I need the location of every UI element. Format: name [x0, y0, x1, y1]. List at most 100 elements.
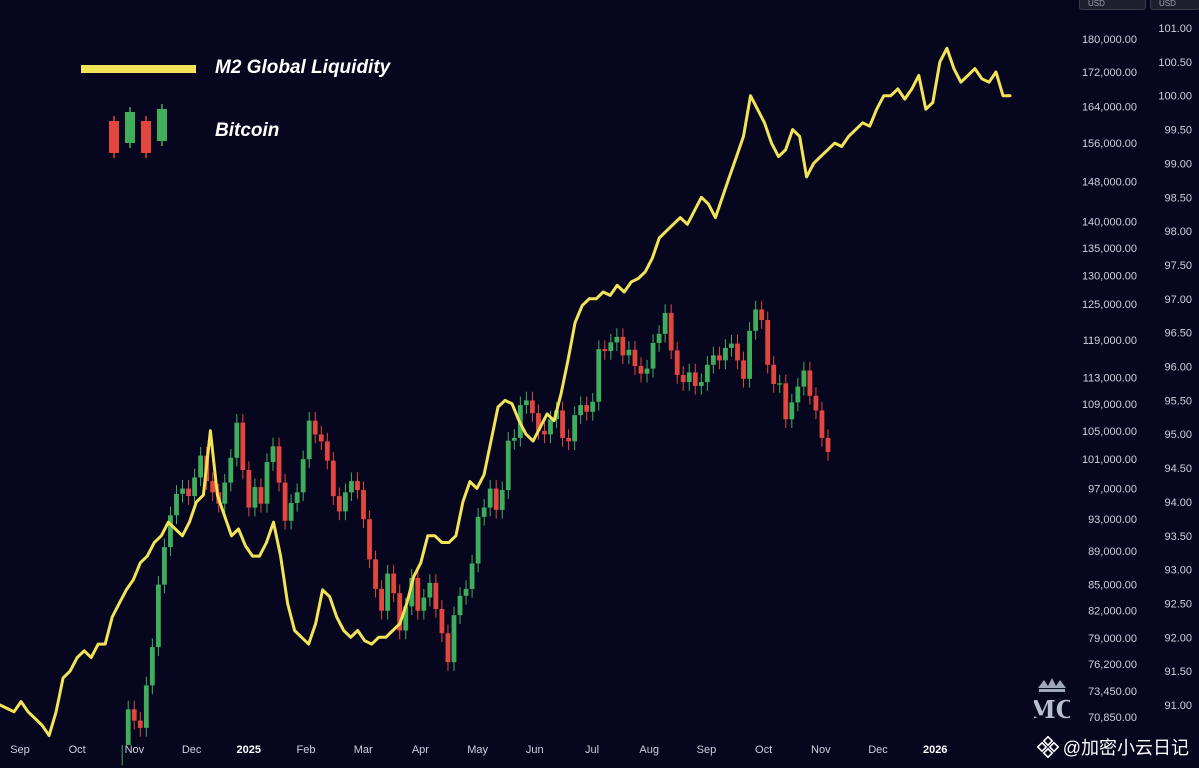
bitcoin-candle	[162, 538, 167, 594]
time-axis-tick-label: Feb	[297, 744, 316, 756]
bitcoin-candle	[186, 479, 191, 505]
watermark: @加密小云日记	[1036, 734, 1189, 760]
bitcoin-candle	[252, 478, 258, 517]
btc-axis-tick-label: 79,000.00	[1088, 633, 1137, 645]
bitcoin-candle	[451, 606, 457, 671]
m2-axis-tick-label: 101.00	[1158, 23, 1192, 35]
btc-axis-tick-label: 97,000.00	[1088, 484, 1137, 496]
bitcoin-candle	[590, 393, 596, 421]
bitcoin-candle	[288, 494, 294, 530]
m2-axis-tick-label: 97.00	[1164, 294, 1192, 306]
bitcoin-candle	[300, 450, 306, 502]
bitcoin-candle	[735, 334, 740, 370]
bitcoin-candle	[789, 393, 795, 429]
bitcoin-candle	[674, 341, 680, 384]
bitcoin-candle	[336, 487, 342, 521]
m2-legend-swatch	[81, 65, 196, 73]
bitcoin-candle	[198, 446, 204, 487]
btc-axis-tick-label: 148,000.00	[1082, 176, 1137, 188]
bitcoin-candle	[276, 437, 282, 492]
time-axis-tick-label: Nov	[125, 744, 145, 756]
bitcoin-candle	[572, 406, 578, 451]
bitcoin-candle	[282, 473, 288, 530]
bitcoin-candle	[379, 580, 384, 620]
bitcoin-candle	[795, 377, 801, 412]
bitcoin-candle	[626, 341, 632, 365]
m2-axis-tick-label: 98.50	[1164, 192, 1192, 204]
time-axis-tick-label: Mar	[354, 744, 373, 756]
time-axis-tick-label: Apr	[412, 744, 429, 756]
bitcoin-candle	[324, 432, 330, 470]
bitcoin-candle	[747, 322, 752, 388]
bitcoin-candle	[409, 569, 415, 616]
bitcoin-candle	[125, 700, 131, 745]
btc-axis-tick-label: 125,000.00	[1082, 299, 1137, 311]
bitcoin-candle	[385, 564, 391, 620]
btc-axis-tick-label: 164,000.00	[1082, 102, 1137, 114]
m2-axis-tick-label: 95.00	[1164, 429, 1192, 441]
m2-axis-tick-label: 91.50	[1164, 666, 1192, 678]
btc-axis-tick-label: 85,000.00	[1088, 580, 1137, 592]
m2-liquidity-line	[0, 46, 1012, 737]
bitcoin-candle	[686, 363, 692, 391]
bitcoin-candle	[433, 574, 439, 618]
bitcoin-candle	[373, 550, 378, 598]
bitcoin-candle	[530, 391, 535, 422]
bitcoin-candle	[692, 363, 698, 395]
bitcoin-candle	[312, 411, 318, 444]
bitcoin-candle	[771, 356, 777, 393]
bitcoin-candle	[614, 328, 620, 352]
bitcoin-candle	[397, 584, 403, 640]
btc-axis-tick-label: 156,000.00	[1082, 138, 1137, 150]
bitcoin-candle	[121, 745, 123, 766]
bitcoin-candle	[759, 300, 765, 329]
btc-axis-tick-label: 135,000.00	[1082, 243, 1137, 255]
bitcoin-candle	[668, 304, 674, 360]
m2-index-axis: 101.00 100.50 100.00 99.50 99.00 98.50 98.00 97…	[1158, 23, 1192, 712]
bitcoin-candle	[566, 429, 572, 451]
bitcoin-candle	[578, 396, 584, 424]
logo-text: MC	[1034, 695, 1070, 724]
time-axis-tick-label: Dec	[182, 744, 202, 756]
btc-axis-tick-label: 76,200.00	[1088, 659, 1137, 671]
bitcoin-candle	[813, 387, 819, 420]
bitcoin-candle	[246, 461, 252, 517]
bitcoin-candle	[222, 473, 228, 513]
bitcoin-legend-label: Bitcoin	[215, 120, 280, 141]
time-axis-tick-label: May	[467, 744, 488, 756]
btc-axis-tick-label: 105,000.00	[1082, 426, 1137, 438]
bitcoin-candle	[650, 334, 656, 378]
currency-selector-right[interactable]: USD	[1150, 0, 1199, 10]
bitcoin-candle	[493, 479, 499, 519]
binance-diamond-icon	[1036, 736, 1059, 758]
bitcoin-candle	[264, 453, 270, 513]
bitcoin-candle	[294, 483, 300, 512]
bitcoin-price-axis: 180,000.00 172,000.00 164,000.00 156,000.00…	[1082, 34, 1137, 724]
btc-axis-tick-label: 101,000.00	[1082, 454, 1137, 466]
bitcoin-candlestick-series	[121, 300, 831, 766]
btc-axis-tick-label: 172,000.00	[1082, 67, 1137, 79]
bitcoin-candle	[355, 472, 360, 499]
btc-axis-tick-label: 140,000.00	[1082, 217, 1137, 229]
bitcoin-candle	[367, 510, 372, 569]
btc-axis-tick-label: 119,000.00	[1083, 335, 1137, 347]
m2-axis-tick-label: 91.00	[1164, 700, 1192, 712]
bitcoin-candle	[801, 361, 807, 396]
bitcoin-candle	[741, 351, 746, 388]
currency-selector-left[interactable]: USD	[1079, 0, 1146, 10]
bitcoin-candle	[149, 638, 155, 695]
m2-axis-tick-label: 97.50	[1164, 260, 1192, 272]
bitcoin-candle	[704, 356, 710, 391]
m2-axis-tick-label: 96.00	[1164, 362, 1192, 374]
bitcoin-candle	[505, 432, 511, 499]
bitcoin-candle	[777, 374, 783, 393]
bitcoin-candle	[439, 600, 445, 643]
bitcoin-candle	[445, 624, 451, 671]
time-axis-tick-label: Oct	[69, 744, 86, 756]
bitcoin-candle	[343, 483, 348, 521]
bitcoin-candle	[584, 396, 590, 421]
m2-axis-tick-label: 96.50	[1164, 328, 1192, 340]
btc-axis-tick-label: 89,000.00	[1088, 546, 1137, 558]
bitcoin-candle	[318, 425, 324, 451]
